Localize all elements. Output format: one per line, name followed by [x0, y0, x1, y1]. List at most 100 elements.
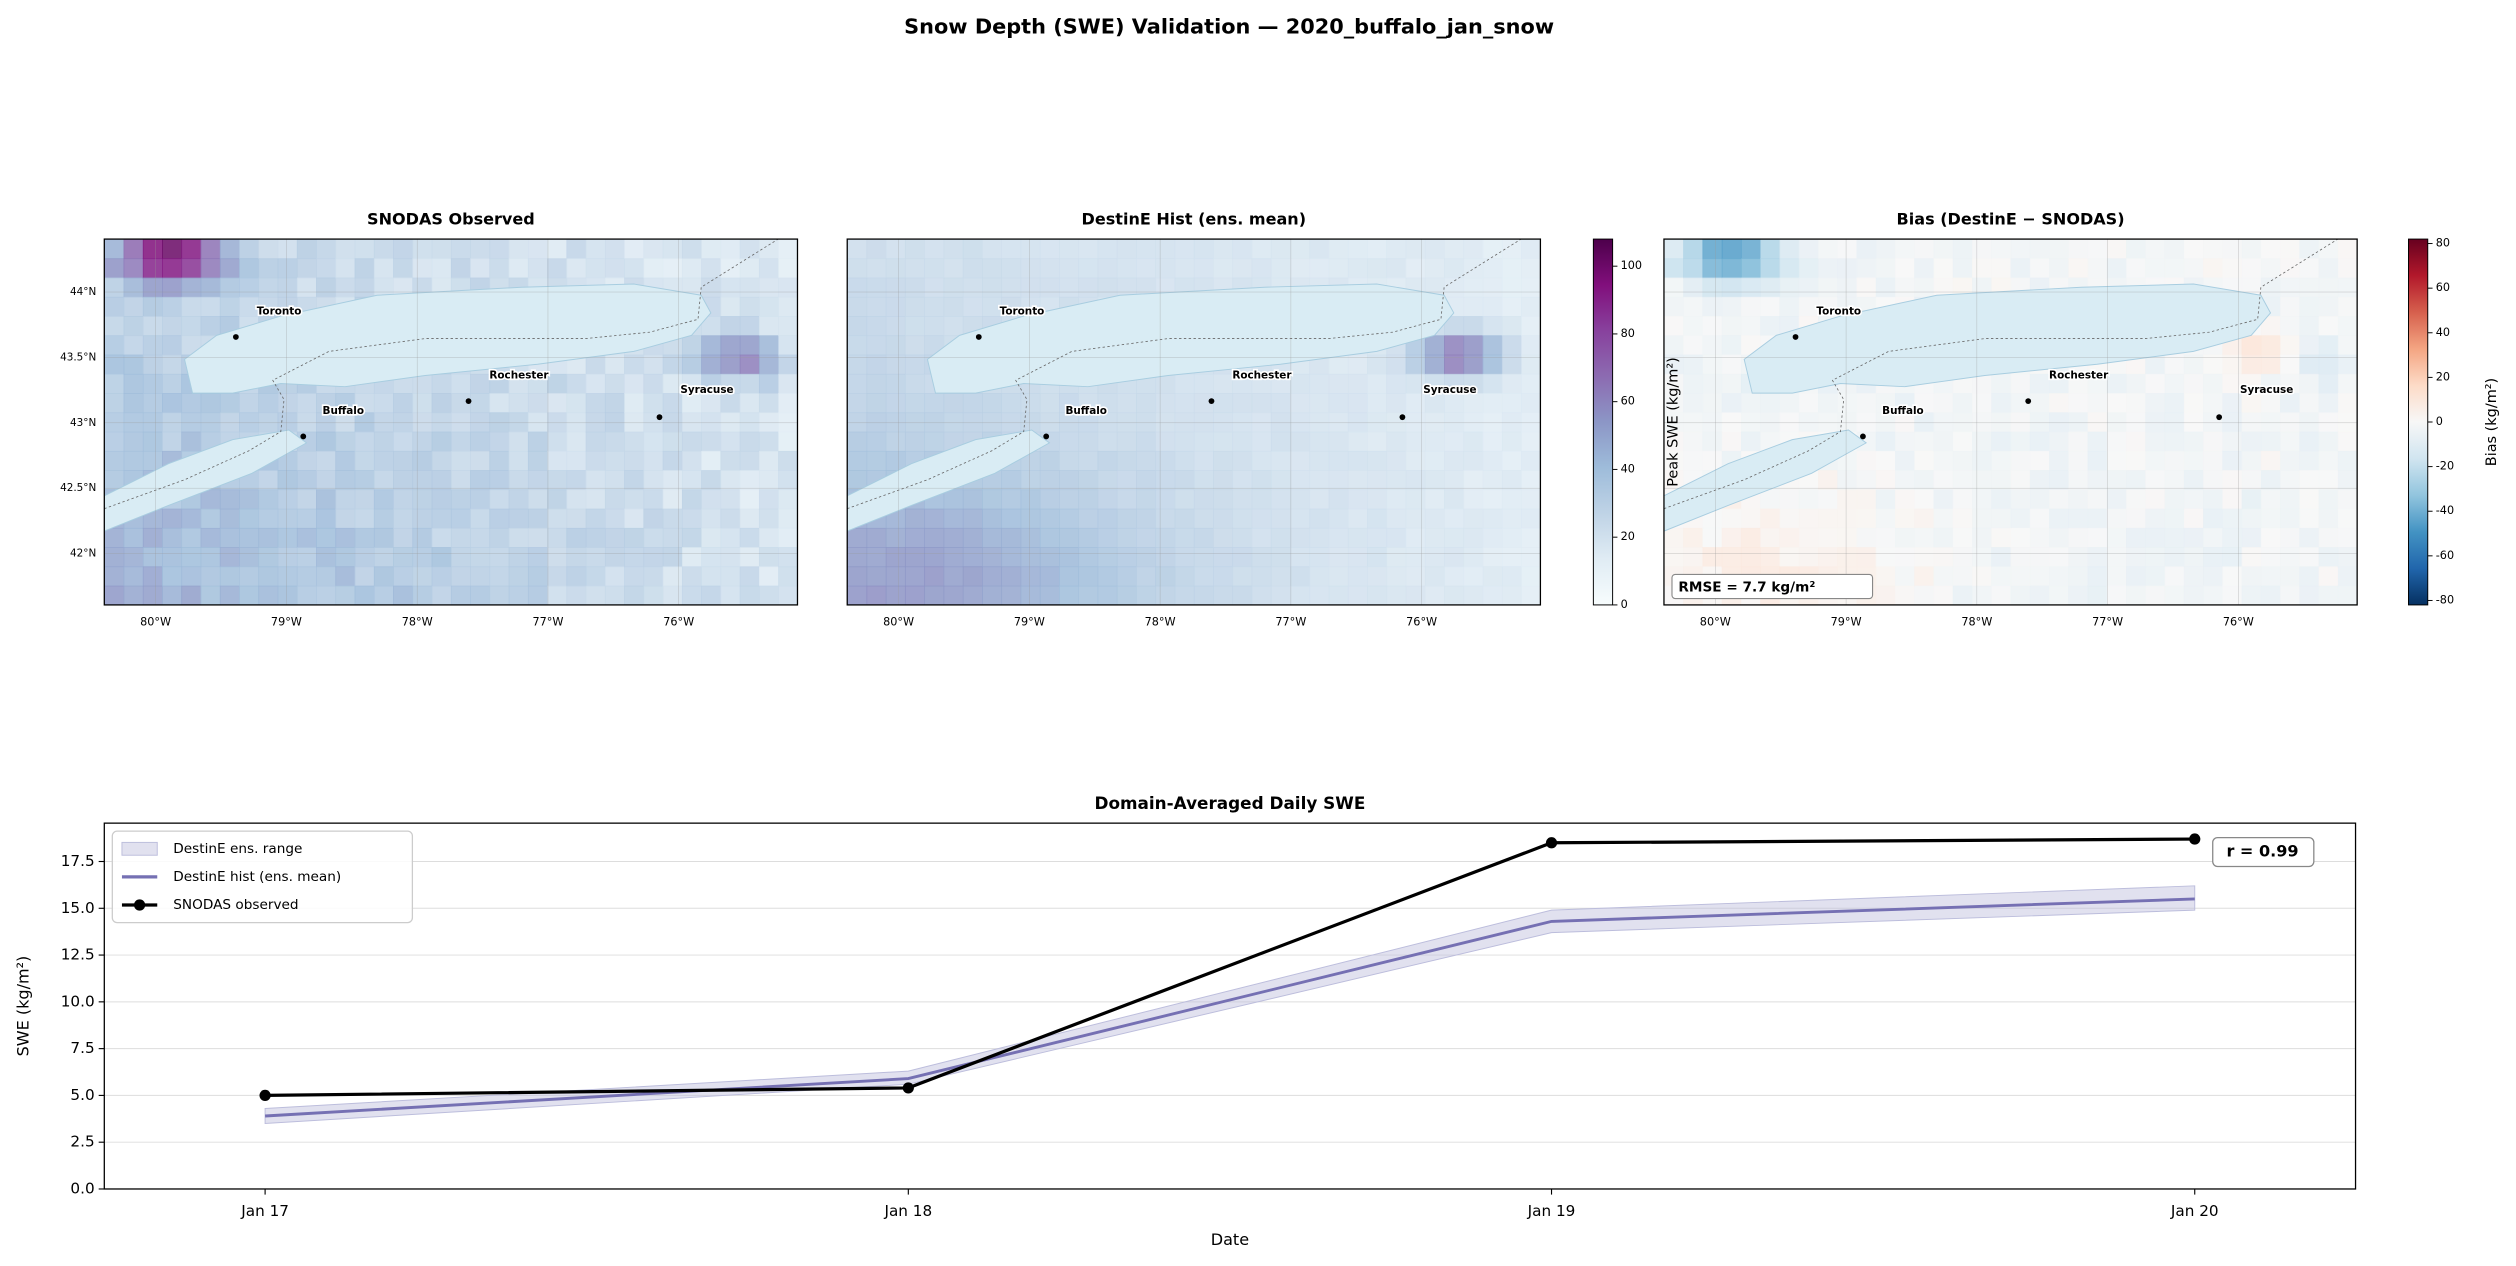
map-cell — [2126, 527, 2147, 548]
lat-tick-label: 42°N — [70, 548, 96, 560]
x-tick-label: Jan 19 — [1527, 1202, 1576, 1220]
map-cell — [1444, 585, 1465, 605]
map-cell — [662, 547, 683, 568]
map-cell — [1501, 373, 1522, 394]
map-cell — [2145, 239, 2166, 260]
map-cell — [982, 566, 1003, 587]
map-cell — [2241, 373, 2262, 394]
map-cell — [527, 450, 548, 471]
map-cell — [508, 431, 529, 452]
map-cell — [1991, 412, 2012, 433]
map-cell — [1116, 508, 1137, 529]
map-cell — [2010, 239, 2031, 260]
map-cell — [258, 547, 279, 568]
lon-tick-label: 76°W — [1406, 616, 1437, 629]
map-cell — [1097, 412, 1118, 433]
map-cell — [2337, 335, 2358, 356]
map-cell — [2299, 335, 2320, 356]
map-cell — [354, 258, 375, 279]
map-cell — [566, 239, 587, 260]
map-cell — [316, 470, 337, 491]
map-cell — [1482, 508, 1503, 529]
map-cell — [681, 527, 703, 548]
map-cell — [758, 316, 780, 337]
map-cell — [1933, 585, 1954, 605]
map-cell — [758, 431, 780, 452]
lat-tick-label: 43°N — [70, 417, 96, 429]
map-cell — [2087, 239, 2108, 260]
map-cell — [1251, 431, 1272, 452]
map-cell — [104, 335, 125, 356]
map-cell — [1702, 239, 1723, 260]
map-cell — [1039, 585, 1060, 605]
map-cell — [943, 258, 964, 279]
map-cell — [1059, 547, 1080, 568]
map-cell — [643, 258, 664, 279]
map-cell — [1213, 566, 1234, 587]
map-cell — [2126, 258, 2147, 279]
map-cell — [2260, 335, 2281, 356]
map-cell — [1155, 585, 1176, 605]
map-cell — [181, 585, 202, 605]
map-cell — [354, 277, 375, 298]
map-cell — [1952, 277, 1973, 298]
map-cell — [643, 566, 664, 587]
map-cell — [739, 527, 760, 548]
map-cell — [2222, 527, 2243, 548]
map-cell — [624, 393, 645, 414]
map-cell — [316, 527, 337, 548]
map-cell — [1521, 508, 1541, 529]
map-cell — [2299, 393, 2320, 414]
map-cell — [335, 508, 356, 529]
map-cell — [624, 354, 645, 375]
map-cell — [123, 393, 144, 414]
map-cell — [1059, 489, 1080, 510]
map-cell — [1952, 566, 1973, 587]
map-cell — [1683, 258, 1704, 279]
map-cell — [239, 239, 260, 260]
map-cell — [470, 239, 491, 260]
map-cell — [2318, 566, 2339, 587]
map-cell — [604, 258, 625, 279]
map-cell — [1740, 277, 1762, 298]
map-cell — [566, 431, 587, 452]
map-cell — [1798, 527, 1819, 548]
map-cell — [1001, 566, 1022, 587]
map-cell — [258, 508, 279, 529]
map-cell — [1972, 470, 1993, 491]
map-cell — [104, 527, 125, 548]
map-cell — [778, 316, 798, 337]
map-cell — [1097, 527, 1118, 548]
map-cell — [982, 547, 1003, 568]
map-cell — [701, 258, 722, 279]
map-cell — [1721, 373, 1742, 394]
map-cell — [1367, 489, 1388, 510]
map-cell — [1501, 431, 1522, 452]
map-cell — [1078, 412, 1099, 433]
lon-tick-label: 80°W — [883, 616, 914, 629]
map-cell — [624, 527, 645, 548]
map-cell — [2010, 412, 2031, 433]
map-cell — [2049, 527, 2070, 548]
map-cell — [1020, 258, 1041, 279]
map-cell — [1136, 566, 1157, 587]
city-dot — [300, 433, 307, 440]
map-cell — [662, 527, 683, 548]
map-cell — [1405, 566, 1426, 587]
map-cell — [662, 470, 683, 491]
map-cell — [1213, 470, 1234, 491]
map-cell — [1136, 585, 1157, 605]
map-cell — [662, 450, 683, 471]
map-cell — [2106, 373, 2127, 394]
map-cell — [393, 566, 414, 587]
map-cell — [1078, 585, 1099, 605]
map-cell — [720, 547, 741, 568]
map-cell — [758, 258, 780, 279]
map-cell — [1521, 585, 1541, 605]
map-cell — [2145, 393, 2166, 414]
map-cell — [2318, 277, 2339, 298]
map-cell — [1895, 450, 1916, 471]
map-cell — [1501, 508, 1522, 529]
map-cell — [1136, 393, 1157, 414]
map-cell — [662, 585, 683, 605]
